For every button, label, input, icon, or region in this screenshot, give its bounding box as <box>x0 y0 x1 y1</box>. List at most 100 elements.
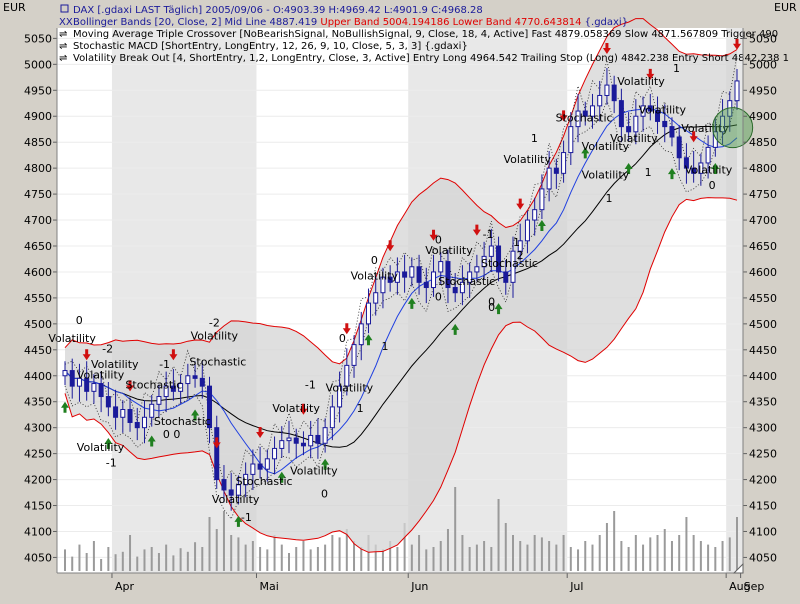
volume-bar <box>201 547 204 571</box>
signal-annotation: Volatility <box>77 368 125 381</box>
legend-line: Moving Average Triple Crossover [NoBeari… <box>73 29 778 40</box>
x-tick-label: Jun <box>410 580 428 593</box>
candle-body <box>113 406 119 418</box>
candle-body <box>387 276 393 283</box>
y-tick-label-right: 5050 <box>749 32 777 45</box>
y-tick-label-left: 4650 <box>24 240 52 253</box>
volume-bar <box>78 544 81 571</box>
candle-body <box>308 434 314 447</box>
y-tick-label-left: 4250 <box>24 448 52 461</box>
short-signal-arrow <box>82 349 91 361</box>
volume-bar <box>85 553 88 571</box>
signal-annotation: 1 <box>606 192 613 205</box>
candle-body <box>611 84 617 102</box>
volume-bar <box>244 544 247 571</box>
bollinger-lower <box>64 197 738 553</box>
long-signal-arrow <box>667 168 676 180</box>
candle-body <box>481 255 487 268</box>
long-signal-arrow <box>711 162 720 174</box>
bands-icon: XX <box>59 17 73 28</box>
currency-label-right: EUR <box>774 1 797 14</box>
y-tick-label-right: 4650 <box>749 240 777 253</box>
volume-bar <box>150 547 153 571</box>
y-tick-label-right: 4050 <box>749 551 777 564</box>
volume-bar <box>186 551 189 571</box>
volume-bar <box>215 529 218 571</box>
currency-label-left: EUR <box>3 1 26 14</box>
signal-annotation: -2 <box>209 316 220 329</box>
candle-body <box>322 427 328 444</box>
long-signal-arrow <box>277 471 286 483</box>
volume-bar <box>280 544 283 571</box>
y-tick-label-right: 4100 <box>749 525 777 538</box>
signal-annotation: 0 <box>435 233 442 246</box>
signal-annotation: Volatility <box>326 381 374 394</box>
legend-line: DAX [.gdaxi LAST Täglich] 2005/09/06 - O… <box>73 5 483 16</box>
volume-bar <box>656 535 659 571</box>
y-tick-label-left: 4100 <box>24 525 52 538</box>
candle-body <box>655 110 661 122</box>
candle-body <box>597 94 603 107</box>
short-signal-arrow <box>559 110 568 122</box>
candle-body <box>496 245 502 273</box>
short-signal-arrow <box>169 349 178 361</box>
x-tick-label: Sep <box>744 580 765 593</box>
x-tick-label: Aug <box>729 580 750 593</box>
candle-body <box>373 292 379 304</box>
signal-annotation: Volatility <box>685 163 733 176</box>
signal-annotation: Stochastic <box>438 275 495 288</box>
candle-body <box>510 250 516 283</box>
y-tick-label-left: 5050 <box>24 32 52 45</box>
candle-body <box>698 162 704 174</box>
volume-bar <box>714 547 717 571</box>
candle-body <box>214 427 220 481</box>
legend-line: Stochastic MACD [ShortEntry, LongEntry, … <box>73 41 468 52</box>
candle-body <box>156 396 162 405</box>
signal-annotation: Volatility <box>191 329 239 342</box>
short-signal-arrow <box>212 437 221 449</box>
volume-bar <box>324 544 327 571</box>
y-tick-label-left: 4950 <box>24 84 52 97</box>
y-tick-label-left: 4800 <box>24 162 52 175</box>
long-signal-arrow <box>321 458 330 470</box>
volume-bar <box>396 547 399 571</box>
candle-body <box>582 110 588 117</box>
candle-body <box>149 403 155 418</box>
y-tick-label-right: 4300 <box>749 422 777 435</box>
signal-annotation: Volatility <box>272 402 320 415</box>
signal-annotation: Stochastic <box>481 257 538 270</box>
highlight-circle[interactable] <box>712 107 754 149</box>
legend-line-segment: {.gdaxi} <box>581 17 628 28</box>
volume-bar <box>642 544 645 571</box>
long-signal-arrow <box>451 323 460 335</box>
volume-bar <box>418 535 421 571</box>
signal-annotation: -1 <box>106 457 117 470</box>
volume-bar <box>157 553 160 571</box>
volume-bar <box>345 529 348 571</box>
volume-bar <box>136 556 139 571</box>
swap-icon: ⇌ <box>59 41 67 52</box>
signal-annotation: Volatility <box>77 441 125 454</box>
volume-bar <box>670 541 673 571</box>
signal-annotation: Volatility <box>582 169 630 182</box>
volume-bar <box>736 517 738 571</box>
volume-bar <box>222 511 225 571</box>
signal-annotation: 1 <box>531 132 538 145</box>
y-tick-label-right: 5000 <box>749 58 777 71</box>
volume-bar <box>526 544 529 571</box>
resize-grip[interactable] <box>732 562 744 574</box>
long-signal-arrow <box>234 515 243 527</box>
short-signal-arrow <box>646 68 655 80</box>
volume-bar <box>64 549 66 571</box>
y-tick-label-left: 4200 <box>24 474 52 487</box>
volume-bar <box>194 542 197 571</box>
candle-body <box>264 458 270 470</box>
volume-bar <box>237 537 240 571</box>
volume-bar <box>707 544 710 571</box>
bollinger-mid <box>64 124 738 448</box>
signal-annotation: Volatility <box>610 132 658 145</box>
candle-body <box>141 416 147 429</box>
y-tick-label-left: 4050 <box>24 551 52 564</box>
